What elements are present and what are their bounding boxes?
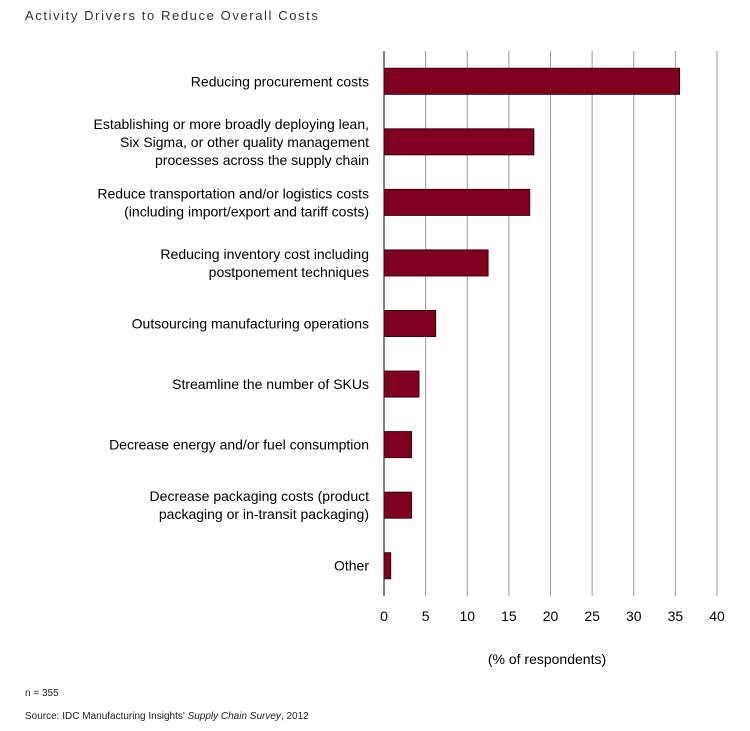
source-note: Source: IDC Manufacturing Insights' Supp… — [25, 711, 309, 722]
bar — [383, 310, 437, 337]
x-tick-label: 5 — [422, 608, 430, 624]
chart-title: Activity Drivers to Reduce Overall Costs — [25, 8, 320, 23]
bar — [383, 67, 681, 95]
category-label: Decrease packaging costs (product packagi… — [150, 488, 370, 522]
category-labels: Reducing procurement costs Establishing o… — [94, 73, 370, 573]
category-label: Reduce transportation and/or logistics c… — [97, 185, 369, 219]
x-tick-label: 10 — [459, 608, 475, 624]
source-suffix: , 2012 — [280, 711, 309, 722]
bar — [383, 249, 489, 277]
bar — [383, 188, 531, 216]
category-label: Reducing inventory cost including postpon… — [160, 246, 369, 280]
source-survey-name: Supply Chain Survey — [187, 711, 281, 722]
bar — [383, 128, 535, 156]
category-label: Outsourcing manufacturing operations — [132, 316, 369, 332]
x-tick-label: 30 — [626, 608, 642, 624]
bar — [383, 370, 420, 398]
sample-size: n = 355 — [25, 688, 59, 699]
bar-chart: Reducing procurement costs Establishing o… — [94, 51, 725, 667]
category-label: Establishing or more broadly deploying l… — [94, 116, 370, 168]
x-tick-label: 40 — [709, 608, 725, 624]
x-axis-label: (% of respondents) — [488, 651, 606, 667]
x-tick-labels: 0 5 10 15 20 25 30 35 40 — [380, 608, 725, 624]
bar — [383, 491, 412, 519]
x-tick-label: 0 — [380, 608, 388, 624]
x-tick-label: 35 — [668, 608, 684, 624]
category-label: Decrease energy and/or fuel consumption — [109, 437, 369, 453]
x-tick-label: 25 — [584, 608, 600, 624]
bar — [383, 431, 412, 459]
source-prefix: Source: IDC Manufacturing Insights' — [25, 711, 188, 722]
x-tick-label: 15 — [501, 608, 517, 624]
x-tick-label: 20 — [543, 608, 559, 624]
category-label: Reducing procurement costs — [191, 73, 369, 89]
category-label: Streamline the number of SKUs — [172, 376, 369, 392]
bar — [383, 552, 392, 580]
category-label: Other — [334, 558, 369, 574]
bars — [383, 67, 681, 580]
